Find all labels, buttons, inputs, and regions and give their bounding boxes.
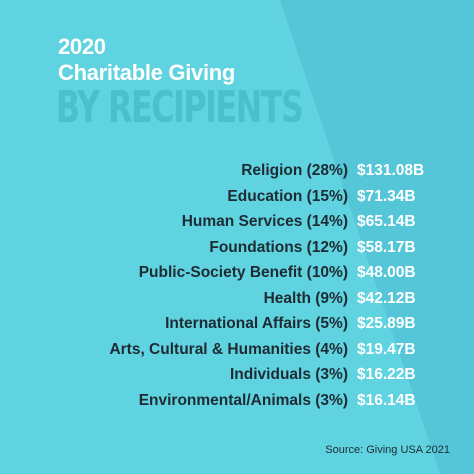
table-row: Health (9%) $42.12B <box>0 290 474 314</box>
table-row: Environmental/Animals (3%) $16.14B <box>0 392 474 416</box>
table-row: Individuals (3%) $16.22B <box>0 366 474 390</box>
subtitle: BY RECIPIENTS <box>56 82 304 133</box>
row-label: Education (15%) <box>227 187 348 205</box>
table-row: Public-Society Benefit (10%) $48.00B <box>0 264 474 288</box>
table-row: Foundations (12%) $58.17B <box>0 239 474 263</box>
row-label: Religion (28%) <box>241 162 348 179</box>
row-value: $42.12B <box>357 289 416 307</box>
row-value: $71.34B <box>357 187 416 205</box>
row-label: Public-Society Benefit (10%) <box>138 264 348 281</box>
source-note: Source: Giving USA 2021 <box>325 444 450 456</box>
title-year: 2020 <box>58 34 106 59</box>
row-label: Human Services (14%) <box>181 213 348 230</box>
row-value: $16.14B <box>357 391 416 409</box>
row-value: $25.89B <box>357 315 416 332</box>
row-label: Individuals (3%) <box>230 366 348 383</box>
table-row: Human Services (14%) $65.14B <box>0 213 474 237</box>
row-value: $19.47B <box>357 340 416 358</box>
row-value: $48.00B <box>357 264 416 281</box>
table-row: Education (15%) $71.34B <box>0 188 474 212</box>
table-row: Arts, Cultural & Humanities (4%) $19.47B <box>0 341 474 365</box>
row-label: Health (9%) <box>263 289 348 307</box>
table-row: Religion (28%) $131.08B <box>0 162 474 186</box>
page-title: Charitable Giving <box>58 60 236 85</box>
row-label: Arts, Cultural & Humanities (4%) <box>109 340 348 358</box>
row-label: Foundations (12%) <box>209 238 348 256</box>
row-value: $65.14B <box>357 213 416 230</box>
row-value: $16.22B <box>357 366 416 383</box>
table-row: International Affairs (5%) $25.89B <box>0 315 474 339</box>
row-value: $131.08B <box>357 162 425 179</box>
row-value: $58.17B <box>357 238 416 256</box>
row-label: Environmental/Animals (3%) <box>138 391 348 409</box>
background-dark-wedge <box>280 0 474 474</box>
row-label: International Affairs (5%) <box>165 315 348 332</box>
